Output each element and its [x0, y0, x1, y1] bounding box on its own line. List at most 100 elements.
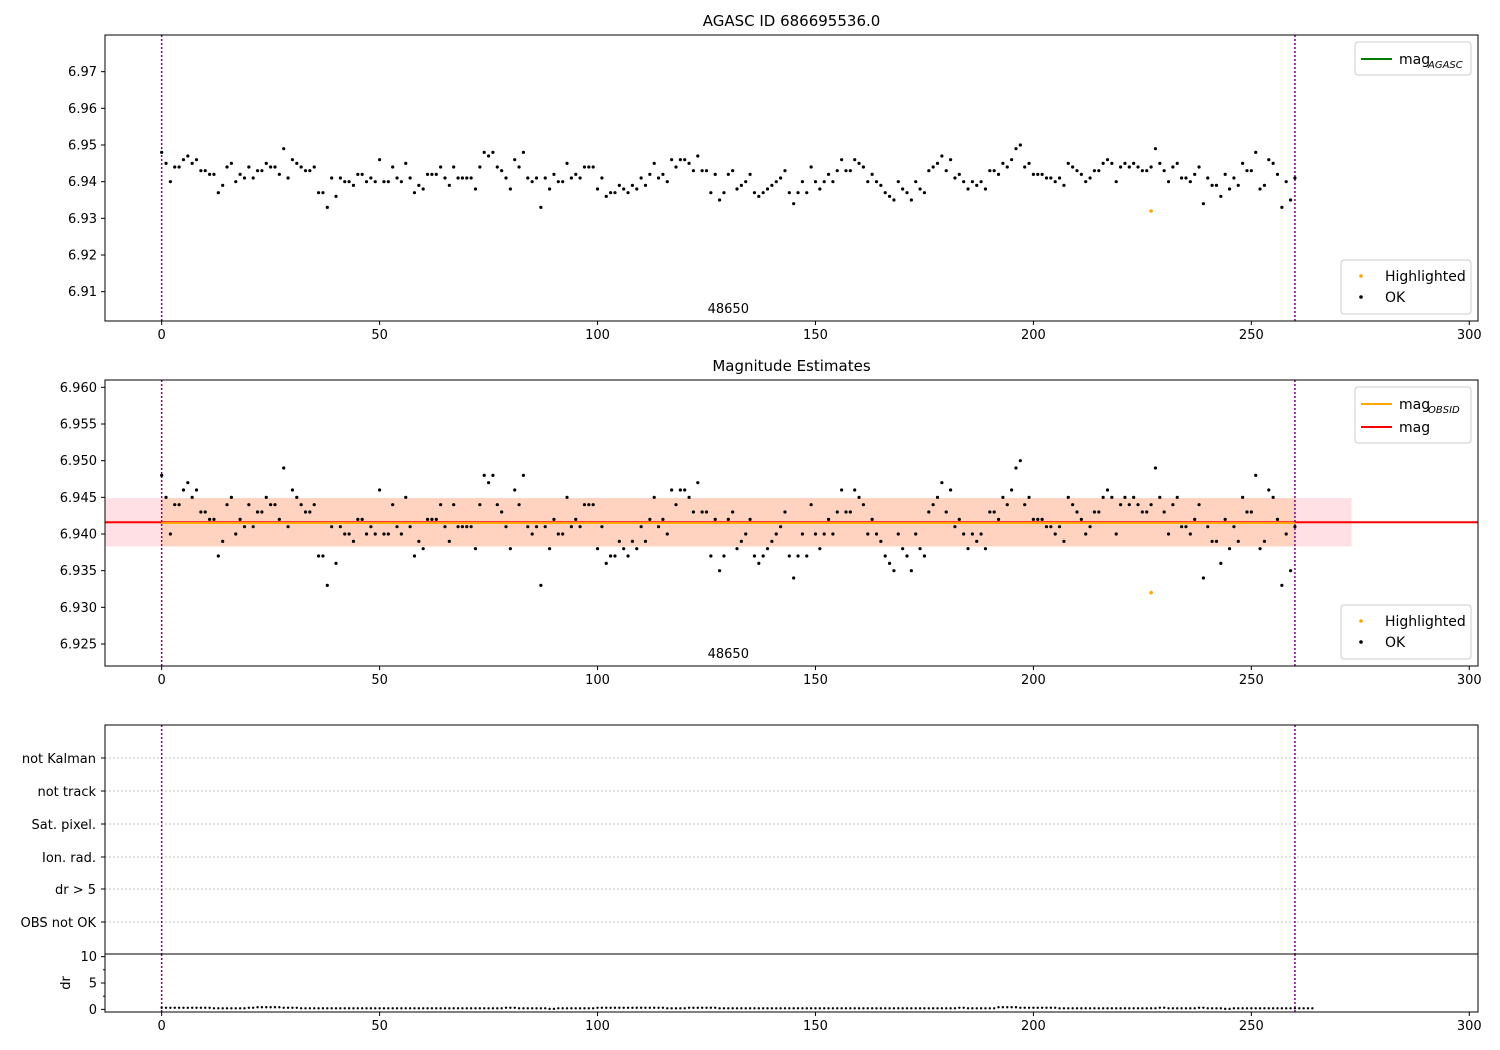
data-point: [247, 503, 251, 507]
data-point: [696, 154, 700, 158]
data-point: [831, 180, 835, 184]
data-point: [748, 172, 752, 176]
dr-point: [1071, 1007, 1074, 1010]
data-point: [238, 172, 242, 176]
data-point: [1084, 180, 1088, 184]
data-point: [1262, 539, 1267, 543]
data-point: [840, 158, 844, 162]
y-tick-label: 6.93: [68, 212, 97, 227]
dr-point: [997, 1006, 1000, 1009]
dr-point: [256, 1006, 259, 1009]
data-point: [670, 488, 674, 492]
dr-point: [1084, 1007, 1087, 1010]
dr-point: [587, 1007, 591, 1010]
data-point: [826, 172, 831, 176]
data-point: [639, 525, 643, 529]
data-point: [547, 547, 552, 551]
data-point: [399, 532, 403, 536]
dr-point: [1149, 1007, 1153, 1010]
data-point: [927, 510, 931, 514]
legend-point-label: Highlighted: [1385, 614, 1466, 630]
data-point: [286, 525, 290, 529]
dr-point: [1271, 1007, 1275, 1010]
dr-point: [1032, 1006, 1035, 1009]
data-point: [556, 180, 560, 184]
flag-label: OBS not OK: [21, 916, 97, 931]
data-point: [160, 150, 164, 154]
data-point: [351, 183, 356, 187]
data-point: [1005, 165, 1009, 169]
data-point: [264, 161, 268, 165]
data-point: [508, 547, 512, 551]
dr-point: [291, 1006, 294, 1009]
data-point: [613, 191, 617, 195]
x-tick-label: 100: [585, 328, 610, 343]
data-point: [975, 183, 979, 187]
data-point: [683, 488, 687, 492]
data-point: [286, 176, 290, 180]
data-point: [1084, 532, 1088, 536]
data-point: [1284, 180, 1288, 184]
data-point: [678, 158, 682, 162]
data-point: [752, 191, 757, 195]
y-tick-label: 6.930: [60, 601, 97, 616]
data-point: [425, 172, 430, 176]
dr-point: [631, 1006, 634, 1009]
data-point: [534, 176, 539, 180]
data-point: [465, 525, 469, 529]
dr-point: [238, 1007, 242, 1010]
data-point: [1275, 172, 1280, 176]
data-point: [543, 525, 547, 529]
data-point: [190, 495, 194, 499]
data-point: [731, 169, 735, 173]
data-point: [539, 583, 543, 587]
data-point: [1036, 172, 1040, 176]
dr-point: [469, 1007, 473, 1010]
dr-point: [714, 1006, 717, 1009]
data-point: [273, 165, 277, 169]
dr-point: [330, 1007, 333, 1010]
dr-point: [500, 1007, 503, 1010]
data-point: [879, 183, 883, 187]
dr-point: [509, 1006, 512, 1009]
data-point: [1293, 525, 1297, 529]
dr-point: [1223, 1007, 1227, 1011]
data-point: [495, 165, 499, 169]
x-tick-label: 0: [158, 1019, 166, 1034]
data-point: [421, 187, 425, 191]
data-point: [1188, 180, 1192, 184]
data-point: [1010, 488, 1014, 492]
data-point: [887, 561, 892, 565]
legend-point-swatch: [1359, 619, 1363, 623]
data-point: [1288, 198, 1293, 202]
data-point: [1158, 495, 1162, 499]
data-point: [1092, 510, 1097, 514]
data-point: [277, 172, 281, 176]
data-point: [901, 547, 905, 551]
data-point: [1166, 180, 1171, 184]
flag-label: not track: [37, 785, 96, 800]
data-point: [504, 176, 508, 180]
data-point: [1066, 161, 1070, 165]
dr-point: [840, 1007, 843, 1010]
data-point: [604, 194, 608, 198]
data-point: [203, 169, 207, 173]
dr-point: [1298, 1007, 1301, 1010]
dr-point: [304, 1007, 307, 1010]
legend-point-swatch: [1359, 640, 1363, 644]
data-point: [521, 473, 526, 477]
legend-line-label: mag: [1399, 52, 1430, 68]
data-point: [1210, 183, 1214, 187]
data-point: [1023, 165, 1027, 169]
data-point: [1057, 525, 1062, 529]
dr-point: [1080, 1007, 1083, 1010]
data-point: [944, 510, 948, 514]
data-point: [691, 510, 696, 514]
highlighted-point: [1149, 590, 1153, 595]
dr-point: [535, 1007, 538, 1010]
dr-point: [1241, 1007, 1244, 1010]
dr-point: [844, 1007, 848, 1010]
dr-point: [692, 1006, 695, 1009]
data-point: [208, 517, 212, 521]
data-point: [748, 517, 752, 521]
